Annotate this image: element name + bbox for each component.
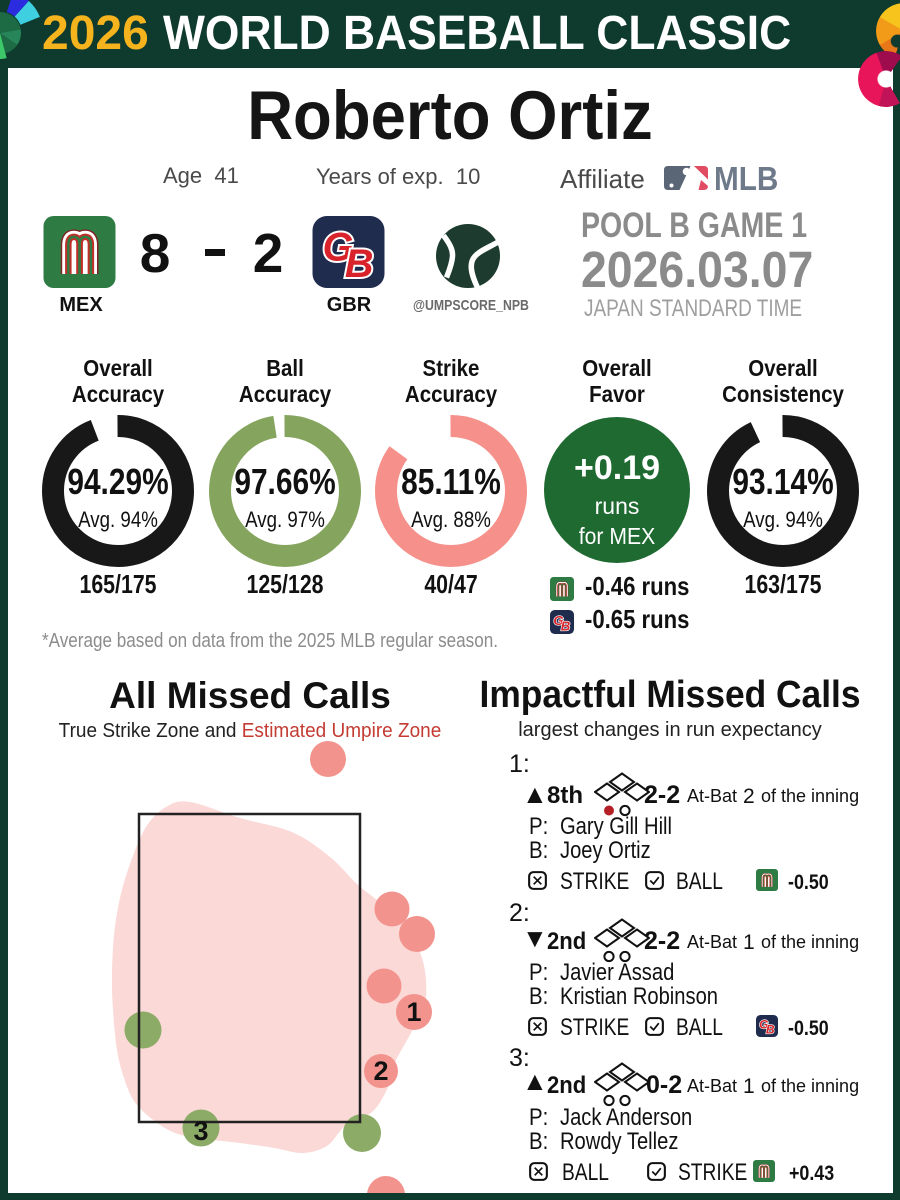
svg-text:3: 3 (193, 1116, 208, 1146)
svg-text:2: 2 (373, 1056, 388, 1086)
svg-text:1: 1 (406, 997, 421, 1027)
